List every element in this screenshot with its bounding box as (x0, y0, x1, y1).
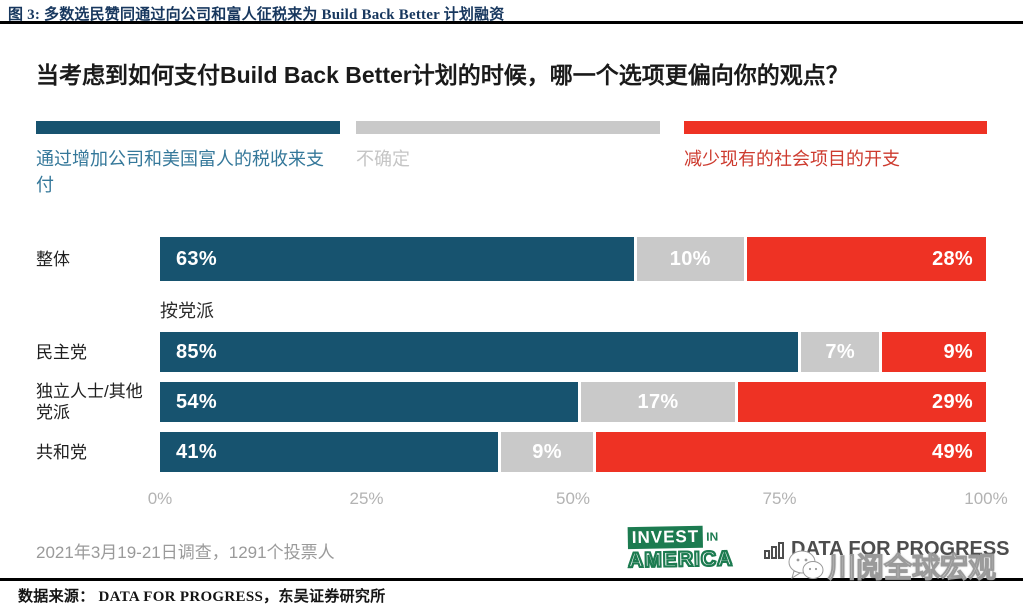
row-label: 民主党 (36, 342, 87, 362)
value-label: 28 (932, 248, 973, 271)
value-label: 49 (932, 441, 973, 464)
legend-swatch-tax (36, 121, 340, 134)
invest-in-america-logo: INVEST IN AMERICA (627, 525, 757, 573)
bar-chart-icon (764, 541, 784, 559)
value-label: 29 (932, 391, 973, 414)
stacked-bar: 41 9 49 (160, 432, 986, 472)
invest-logo-america: AMERICA (627, 546, 734, 573)
axis-tick: 50% (555, 489, 591, 508)
bar-segment-tax: 85 (160, 332, 799, 372)
legend-swatch-cut (684, 121, 987, 134)
chart-row-democrats: 民主党 85 7 9 (0, 332, 1023, 372)
value-label: 9 (943, 341, 973, 364)
stacked-bar: 63 10 28 (160, 237, 987, 281)
x-axis: 0% 25% 50% 75% 100% (148, 489, 1008, 509)
bar-segment-unsure: 9 (501, 432, 593, 472)
stacked-bar: 54 17 29 (160, 382, 986, 422)
bar-segment-unsure: 17 (580, 382, 736, 422)
legend-label-tax: 通过增加公司和美国富人的税收来支付 (36, 149, 324, 195)
value-label: 9 (532, 441, 562, 464)
bar-segment-cut: 49 (595, 432, 986, 472)
row-label: 独立人士/其他党派 (36, 382, 143, 422)
legend-label-cut: 减少现有的社会项目的开支 (684, 149, 900, 169)
stacked-bar: 85 7 9 (160, 332, 986, 372)
survey-footnote: 2021年3月19-21日调查，1291个投票人 (36, 543, 335, 562)
bar-segment-unsure: 7 (801, 332, 879, 372)
bar-segment-unsure: 10 (636, 237, 744, 281)
legend-item-cut: 减少现有的社会项目的开支 (684, 121, 987, 172)
bottom-divider (0, 578, 1023, 581)
chart-question: 当考虑到如何支付Build Back Better计划的时候，哪一个选项更偏向你… (36, 62, 849, 88)
legend-item-tax: 通过增加公司和美国富人的税收来支付 (36, 121, 340, 198)
title-divider (0, 21, 1023, 24)
data-for-progress-logo: DATA FOR PROGRESS (763, 538, 1010, 561)
data-source-line: 数据来源： DATA FOR PROGRESS，东吴证券研究所 (18, 589, 386, 605)
row-label: 整体 (36, 249, 70, 269)
bar-segment-cut: 28 (746, 237, 987, 281)
watermark-text: 川阅全球宏观 (827, 552, 997, 584)
legend-swatch-unsure (356, 121, 660, 134)
value-label: 17 (638, 391, 679, 414)
invest-logo-in: IN (706, 529, 719, 544)
axis-tick: 25% (349, 489, 384, 508)
invest-logo-text: INVEST (627, 525, 704, 550)
bar-segment-tax: 41 (160, 432, 499, 472)
axis-tick: 75% (762, 489, 797, 508)
value-label: 41 (176, 441, 217, 464)
value-label: 63 (176, 248, 217, 271)
dfp-logo-text: DATA FOR PROGRESS (791, 538, 1010, 560)
group-label: 按党派 (160, 301, 214, 321)
bar-segment-tax: 63 (160, 237, 634, 281)
legend-label-unsure: 不确定 (356, 149, 410, 169)
watermark: 川阅全球宏观 (786, 546, 997, 586)
value-label: 85 (176, 341, 217, 364)
chart-row-independents: 独立人士/其他党派 54 17 29 (0, 382, 1023, 422)
wechat-icon (788, 550, 824, 580)
value-label: 54 (176, 391, 217, 414)
value-label: 7 (825, 341, 855, 364)
value-label: 10 (670, 248, 711, 271)
axis-tick: 0% (147, 489, 173, 508)
axis-tick: 100% (964, 489, 1008, 508)
chart-row-overall: 整体 63 10 28 (0, 237, 1023, 281)
chart-row-republicans: 共和党 41 9 49 (0, 432, 1023, 472)
legend-item-unsure: 不确定 (356, 121, 660, 172)
figure-title: 图 3: 多数选民赞同通过向公司和富人征税来为 Build Back Bette… (8, 7, 505, 23)
bar-segment-tax: 54 (160, 382, 578, 422)
bar-segment-cut: 29 (738, 382, 986, 422)
row-label: 共和党 (36, 442, 87, 462)
bar-segment-cut: 9 (881, 332, 986, 372)
